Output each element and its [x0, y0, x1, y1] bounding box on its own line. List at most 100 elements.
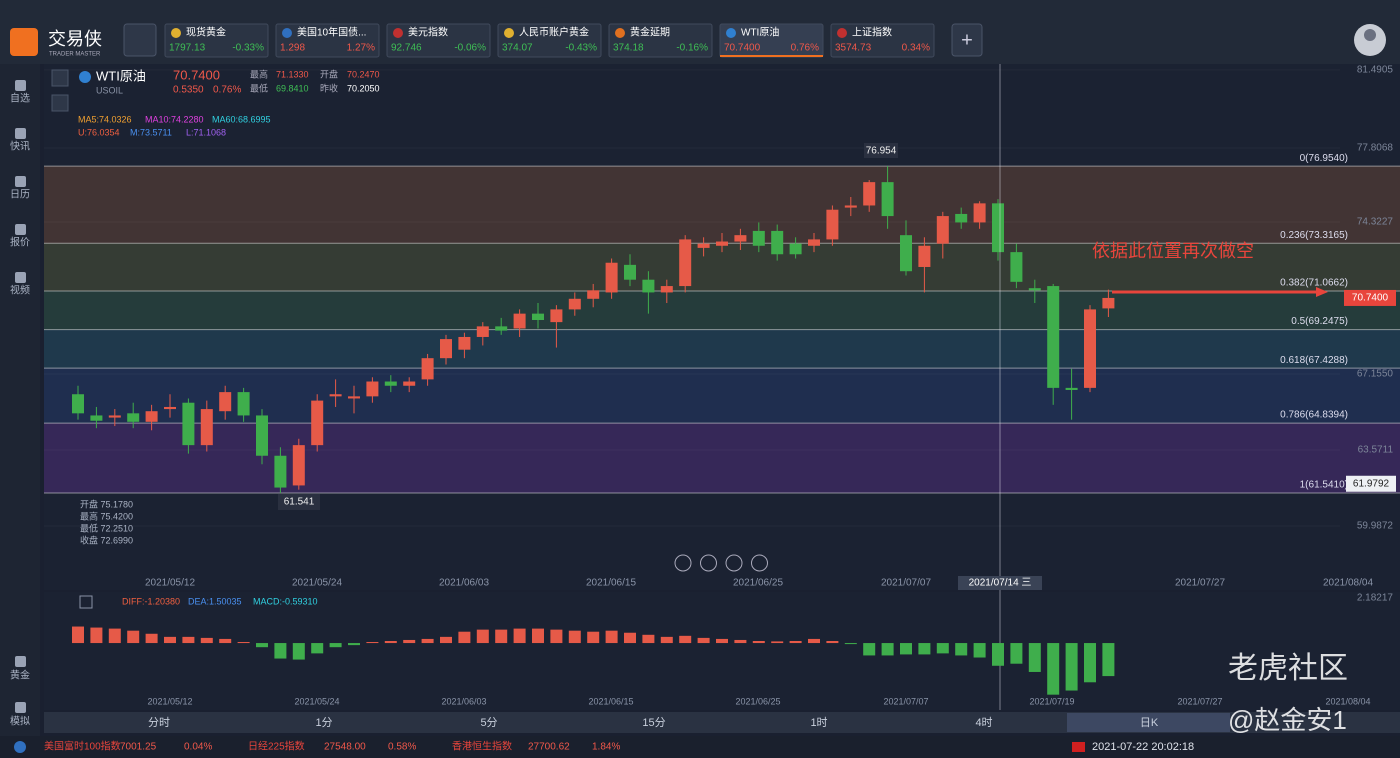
- macd-bar: [72, 626, 84, 644]
- macd-bar: [458, 631, 471, 644]
- sidebar-label: 黄金: [10, 669, 30, 682]
- tool-button[interactable]: [51, 94, 69, 112]
- ticker-name: 美国富时100指数: [44, 740, 121, 753]
- tab-name: 美元指数: [408, 26, 448, 39]
- macd-bar: [476, 629, 489, 644]
- sidebar-icon[interactable]: [15, 224, 26, 235]
- sidebar-icon[interactable]: [15, 80, 26, 91]
- grid-button[interactable]: [123, 23, 157, 57]
- macd-panel: [44, 592, 1400, 710]
- candle-body: [624, 264, 636, 280]
- sidebar-icon[interactable]: [15, 128, 26, 139]
- macd-bar: [955, 643, 968, 656]
- macd-bar: [237, 642, 250, 644]
- y-tick-label: 77.8068: [1357, 143, 1394, 154]
- candle-body: [495, 326, 508, 331]
- timeframe-button[interactable]: [407, 713, 570, 732]
- sidebar-icon[interactable]: [15, 272, 26, 283]
- macd-legend: MACD:-0.59310: [253, 596, 318, 606]
- candle-body: [200, 409, 213, 446]
- tab-icon: [504, 28, 514, 38]
- macd-bar: [440, 636, 452, 644]
- quote-field: 70.2470: [347, 69, 380, 79]
- zoom-button[interactable]: [725, 554, 743, 572]
- tab-name: WTI原油: [741, 26, 779, 39]
- quote-code: USOIL: [96, 85, 123, 95]
- price-tag: [1344, 289, 1396, 306]
- x-tick-label: 2021/07/07: [881, 578, 931, 589]
- candle-body: [127, 413, 140, 422]
- chart-panel: [44, 64, 1400, 590]
- timeframe-button[interactable]: [572, 713, 735, 732]
- close-button[interactable]: [51, 69, 69, 87]
- timeframe-button[interactable]: [1067, 713, 1230, 732]
- macd-x-tick: 2021/07/27: [1177, 696, 1222, 706]
- add-tab-button[interactable]: [951, 23, 983, 57]
- macd-x-tick: 2021/06/25: [735, 696, 780, 706]
- macd-bar: [789, 640, 802, 644]
- timeframe-button[interactable]: [242, 713, 405, 732]
- x-tick-label: 2021/05/24: [292, 578, 342, 589]
- candle-body: [72, 394, 84, 414]
- sidebar: [0, 64, 40, 738]
- indicator-label: MA10:74.2280: [145, 114, 204, 124]
- tab-price: 70.7400: [724, 43, 761, 54]
- macd-x-tick: 2021/07/19: [1029, 696, 1074, 706]
- tab[interactable]: [386, 23, 491, 58]
- candle-body: [219, 392, 232, 412]
- tab[interactable]: [497, 23, 602, 58]
- sidebar-icon[interactable]: [15, 176, 26, 187]
- candle-body: [568, 298, 581, 310]
- macd-bar: [348, 643, 360, 646]
- tab[interactable]: [164, 23, 269, 58]
- candle-body: [403, 381, 416, 386]
- hover-field: 最高 75.4200: [80, 510, 133, 521]
- sidebar-icon[interactable]: [15, 656, 26, 667]
- candle-body: [734, 235, 747, 242]
- timeframe-button[interactable]: [737, 713, 900, 732]
- tab[interactable]: [830, 23, 935, 58]
- macd-bar: [826, 640, 839, 644]
- tab-price: 1797.13: [169, 43, 206, 54]
- fib-label: 0.382(71.0662): [1280, 278, 1348, 289]
- macd-bar: [752, 640, 765, 644]
- candle-body: [1102, 297, 1115, 309]
- zoom-button[interactable]: [674, 554, 692, 572]
- candle-body: [863, 182, 876, 206]
- watermark: 老虎社区: [1228, 652, 1348, 685]
- candle-body: [550, 309, 563, 323]
- tab[interactable]: [608, 23, 713, 58]
- candle-body: [918, 245, 931, 267]
- macd-bar: [532, 628, 544, 644]
- tab-change: -0.33%: [232, 43, 264, 54]
- zoom-button[interactable]: [700, 554, 717, 572]
- sidebar-label: 模拟: [10, 715, 30, 728]
- candle-body: [1010, 252, 1023, 282]
- sidebar-icon[interactable]: [15, 702, 26, 713]
- macd-bar: [863, 643, 876, 656]
- candle-body: [108, 415, 121, 418]
- timeframe-button[interactable]: [902, 713, 1065, 732]
- macd-x-tick: 2021/07/07: [883, 696, 928, 706]
- candle-body: [789, 243, 802, 255]
- logo-icon: [10, 28, 38, 56]
- tab-icon: [726, 28, 736, 38]
- candle-body: [771, 230, 784, 255]
- low-tag: [1346, 475, 1396, 492]
- tab[interactable]: [275, 23, 380, 58]
- macd-bar: [90, 627, 103, 644]
- candle-body: [826, 209, 839, 240]
- indicator-label: MA60:68.6995: [212, 114, 271, 124]
- macd-close[interactable]: [79, 595, 93, 609]
- candle-body: [992, 203, 1004, 253]
- ticker-name: 香港恒生指数: [452, 740, 512, 753]
- timeframe-label: 分时: [148, 716, 170, 729]
- candle-body: [237, 392, 250, 416]
- macd-bar: [973, 643, 986, 658]
- macd-bar: [495, 629, 508, 644]
- zoom-button[interactable]: [751, 554, 768, 572]
- timeframe-button[interactable]: [77, 713, 240, 732]
- low-tag-label: 61.9792: [1353, 478, 1390, 489]
- macd-x-tick: 2021/06/03: [441, 696, 486, 706]
- timeframe-label: 5分: [480, 716, 497, 729]
